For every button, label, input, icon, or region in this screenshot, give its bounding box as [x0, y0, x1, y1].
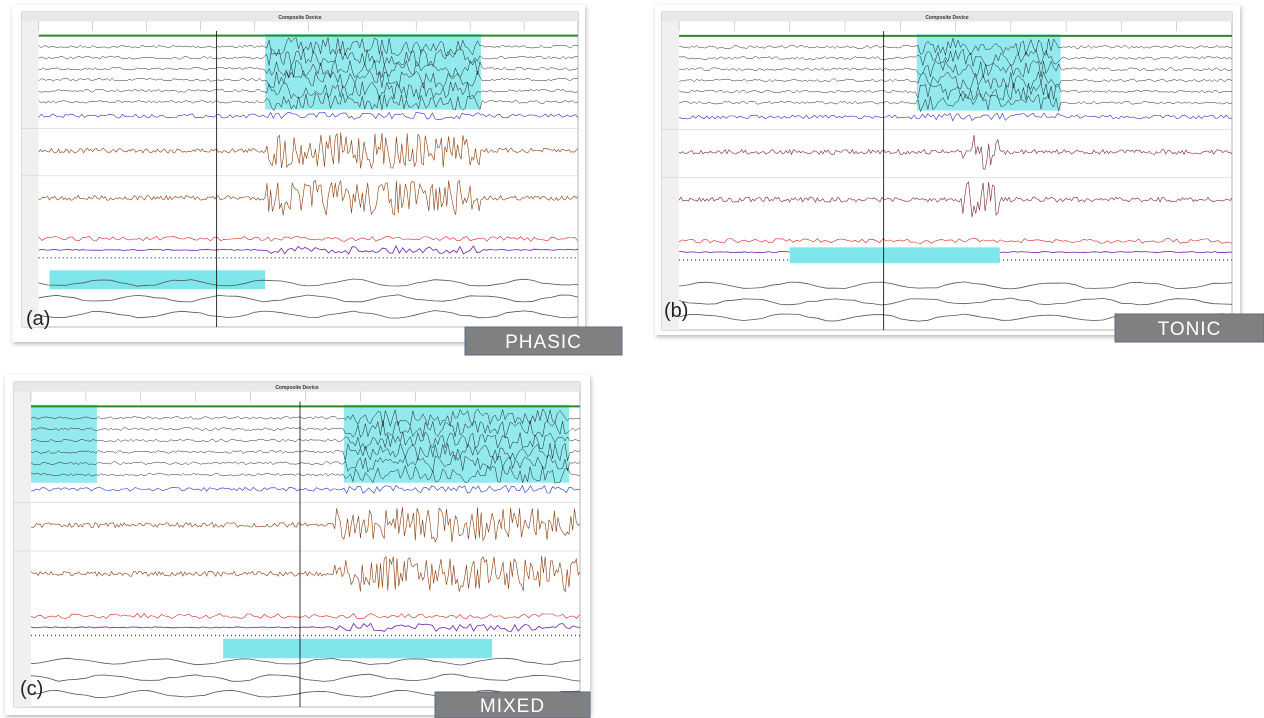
panel: Composite Device (a) PHASIC: [12, 5, 622, 355]
tag-label: TONIC: [1158, 319, 1222, 340]
panel-label: (b): [664, 300, 688, 322]
tag-label: MIXED: [480, 696, 545, 717]
tag-label: PHASIC: [505, 332, 582, 353]
screenshot-title: Composite Device: [275, 385, 319, 391]
highlight: [31, 405, 97, 483]
channel-labels: [22, 21, 39, 327]
figure: Composite Device(a)PHASICComposite Devic…: [0, 0, 1264, 718]
highlight: [344, 405, 569, 483]
panel-label: (c): [20, 678, 43, 700]
panel: Composite Device (b) TONIC: [655, 5, 1264, 342]
panel: Composite Device (c) MIXED: [5, 375, 590, 718]
highlight: [49, 270, 265, 289]
screenshot-title: Composite Device: [925, 15, 969, 21]
highlight: [223, 639, 492, 659]
panel-label: (a): [26, 308, 50, 330]
channel-labels: [662, 22, 679, 330]
channel-labels: [14, 392, 31, 707]
screenshot-title: Composite Device: [278, 15, 322, 21]
highlight: [790, 247, 1000, 263]
